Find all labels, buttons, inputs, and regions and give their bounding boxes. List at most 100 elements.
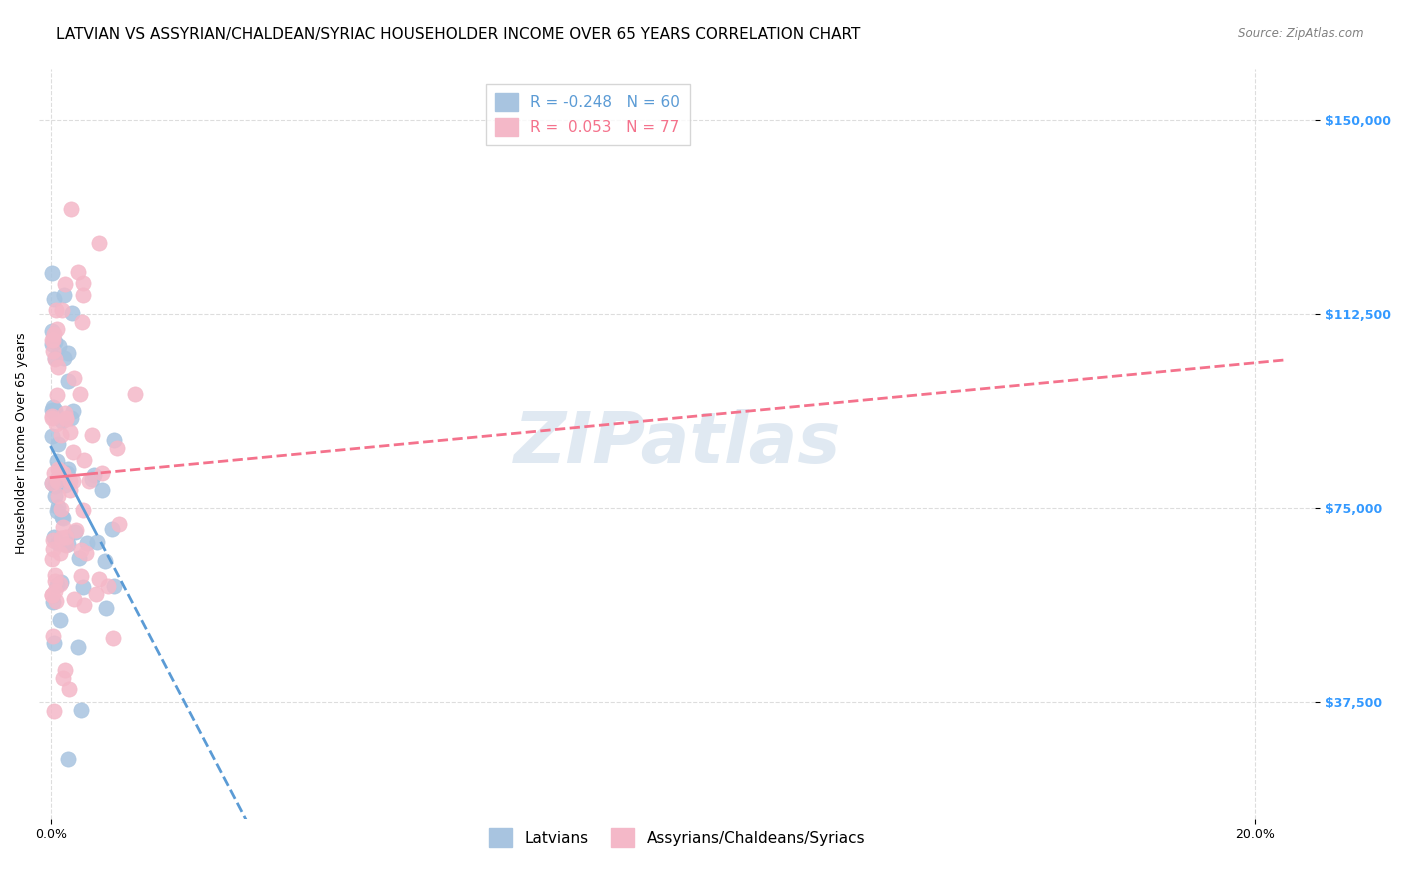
Point — [60, 306, 83, 320]
Point — [46, 461, 69, 475]
Point — [41, 588, 63, 602]
Point — [44, 489, 66, 503]
Point — [41, 475, 63, 490]
Point — [84, 587, 107, 601]
Point — [55, 410, 77, 425]
Point — [94, 554, 117, 568]
Point — [72, 503, 94, 517]
Point — [63, 524, 86, 539]
Point — [44, 583, 66, 598]
Point — [65, 523, 87, 537]
Point — [41, 541, 63, 556]
Point — [44, 466, 66, 480]
Point — [51, 303, 73, 318]
Point — [41, 266, 63, 280]
Point — [44, 351, 66, 366]
Point — [41, 552, 63, 566]
Point — [52, 671, 75, 685]
Point — [56, 462, 79, 476]
Point — [55, 412, 77, 426]
Point — [70, 702, 93, 716]
Point — [51, 574, 73, 589]
Point — [56, 537, 79, 551]
Point — [63, 371, 86, 385]
Point — [46, 500, 69, 514]
Point — [83, 468, 105, 483]
Point — [44, 406, 66, 420]
Point — [97, 579, 120, 593]
Point — [53, 663, 76, 677]
Point — [80, 472, 103, 486]
Point — [48, 613, 70, 627]
Point — [55, 539, 77, 553]
Point — [44, 334, 66, 349]
Point — [44, 403, 66, 417]
Point — [63, 591, 86, 606]
Point — [52, 520, 75, 534]
Point — [72, 580, 94, 594]
Text: ZIPatlas: ZIPatlas — [513, 409, 841, 478]
Point — [48, 464, 70, 478]
Point — [103, 433, 125, 447]
Point — [55, 530, 77, 544]
Point — [70, 543, 93, 558]
Point — [44, 574, 66, 588]
Point — [45, 593, 67, 607]
Point — [41, 533, 63, 547]
Point — [67, 640, 90, 655]
Point — [73, 598, 96, 612]
Text: LATVIAN VS ASSYRIAN/CHALDEAN/SYRIAC HOUSEHOLDER INCOME OVER 65 YEARS CORRELATION: LATVIAN VS ASSYRIAN/CHALDEAN/SYRIAC HOUS… — [56, 27, 860, 42]
Point — [49, 531, 72, 545]
Point — [75, 546, 97, 560]
Point — [45, 322, 67, 336]
Point — [49, 546, 72, 560]
Point — [124, 386, 146, 401]
Point — [44, 636, 66, 650]
Point — [58, 681, 80, 696]
Point — [42, 401, 65, 415]
Point — [46, 471, 69, 485]
Point — [44, 326, 66, 341]
Point — [59, 410, 82, 425]
Point — [46, 475, 69, 489]
Legend: R = -0.248   N = 60, R =  0.053   N = 77: R = -0.248 N = 60, R = 0.053 N = 77 — [486, 84, 689, 145]
Point — [108, 517, 131, 532]
Point — [90, 466, 112, 480]
Point — [59, 425, 82, 439]
Point — [55, 536, 77, 550]
Point — [42, 629, 65, 643]
Y-axis label: Householder Income Over 65 years: Householder Income Over 65 years — [15, 333, 28, 554]
Point — [59, 474, 82, 488]
Point — [41, 402, 63, 417]
Point — [41, 409, 63, 423]
Text: Source: ZipAtlas.com: Source: ZipAtlas.com — [1239, 27, 1364, 40]
Point — [103, 578, 125, 592]
Point — [103, 631, 125, 645]
Point — [105, 441, 128, 455]
Point — [44, 567, 66, 582]
Point — [70, 315, 93, 329]
Point — [82, 427, 104, 442]
Point — [46, 436, 69, 450]
Point — [44, 403, 66, 417]
Point — [42, 344, 65, 359]
Point — [52, 466, 75, 480]
Point — [42, 595, 65, 609]
Point — [67, 551, 90, 566]
Point — [77, 474, 100, 488]
Point — [44, 478, 66, 492]
Point — [51, 428, 73, 442]
Point — [53, 478, 76, 492]
Point — [45, 417, 67, 432]
Point — [86, 534, 108, 549]
Point — [62, 474, 84, 488]
Point — [46, 359, 69, 374]
Point — [48, 339, 70, 353]
Point — [62, 404, 84, 418]
Point — [48, 576, 70, 591]
Point — [51, 414, 73, 428]
Point — [41, 588, 63, 602]
Point — [53, 351, 76, 365]
Point — [56, 466, 79, 480]
Point — [42, 704, 65, 718]
